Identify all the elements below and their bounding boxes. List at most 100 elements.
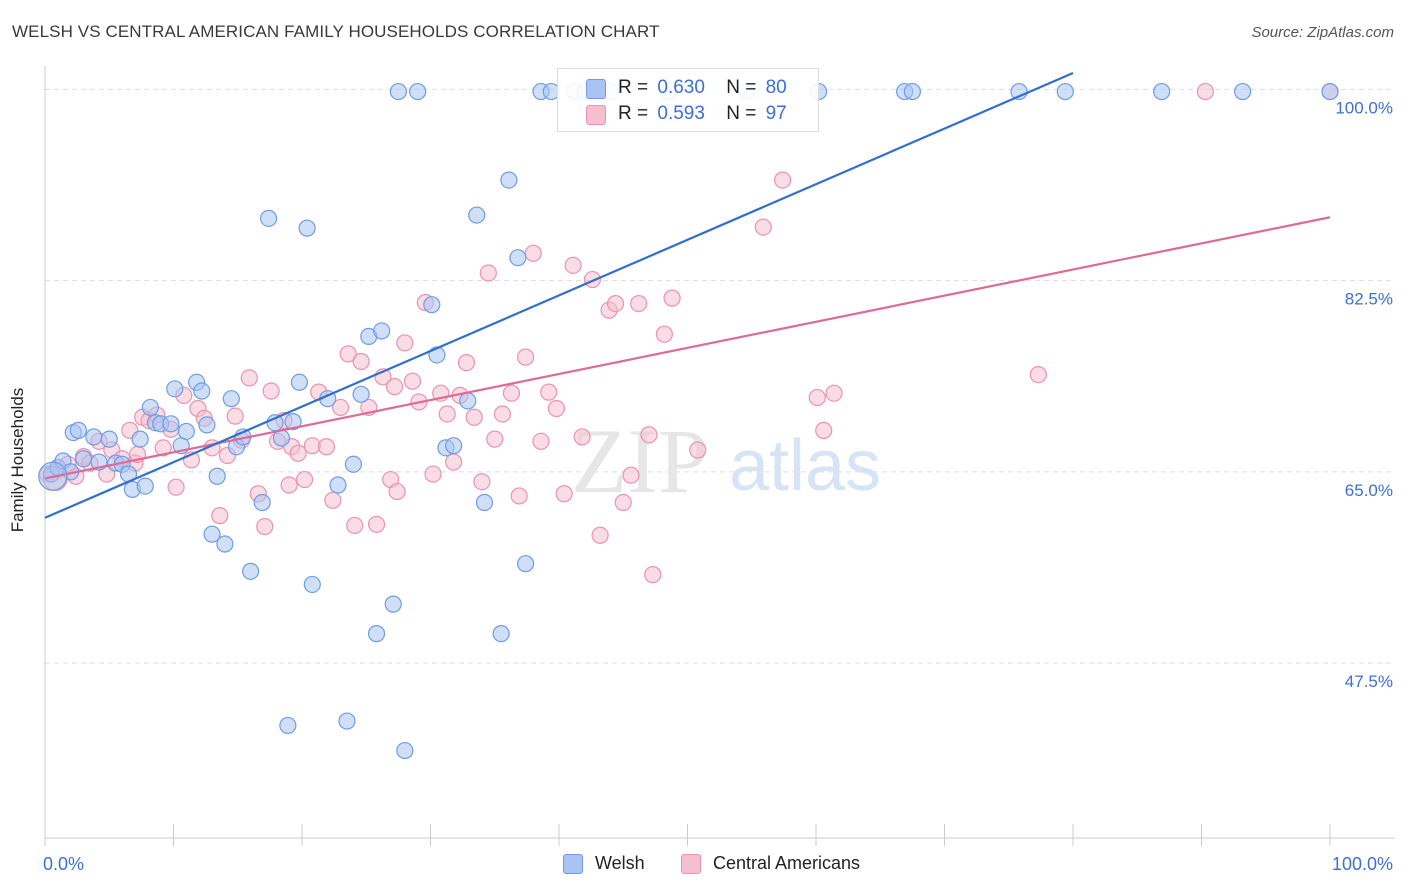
welsh-points: [38, 82, 1339, 760]
axes: [44, 66, 1395, 846]
central-americans-point: [825, 384, 843, 402]
welsh-point: [500, 171, 518, 189]
y-tick-label: 100.0%: [1335, 98, 1393, 117]
welsh-point: [100, 430, 118, 448]
central-americans-point: [630, 294, 648, 313]
welsh-point: [298, 219, 316, 237]
welsh-point: [279, 716, 297, 735]
central-americans-point: [516, 348, 535, 366]
central-americans-point: [532, 432, 550, 450]
x-tick-label-max: 100.0%: [1332, 854, 1393, 874]
central-americans-point: [564, 256, 582, 274]
central-americans-point: [317, 438, 336, 456]
welsh-point: [177, 422, 195, 441]
welsh-point: [1321, 82, 1339, 101]
welsh-point: [131, 430, 149, 448]
central-americans-point: [445, 453, 463, 471]
central-americans-point: [573, 428, 591, 446]
central-n-label: N =: [726, 103, 757, 124]
central-americans-point: [591, 526, 609, 544]
central-americans-point: [510, 487, 528, 505]
central-americans-point: [352, 352, 370, 371]
welsh-point: [445, 437, 463, 455]
central-americans-point: [331, 398, 350, 417]
welsh-point: [344, 455, 362, 473]
central-americans-point: [367, 515, 386, 533]
central-americans-point: [388, 482, 406, 501]
watermark-atlas: atlas: [729, 426, 881, 506]
x-tick-label-min: 0.0%: [43, 854, 84, 874]
watermark-zip: ZIP: [571, 410, 709, 512]
welsh-swatch: [586, 79, 606, 99]
central-americans-point: [773, 171, 792, 189]
welsh-point: [85, 428, 103, 446]
central-americans-point: [540, 383, 558, 401]
welsh-point: [259, 209, 278, 227]
welsh-point: [423, 296, 441, 314]
central-americans-trend-line: [44, 216, 1331, 480]
central-r-label: R =: [618, 103, 649, 124]
welsh-point: [468, 206, 486, 224]
central-americans-point: [754, 218, 772, 236]
central-americans-point: [289, 444, 307, 462]
central-americans-point: [346, 516, 364, 535]
welsh-point: [203, 525, 221, 543]
central-americans-point: [240, 369, 258, 387]
central-americans-point: [493, 405, 512, 423]
welsh-point: [373, 322, 391, 340]
welsh-point: [409, 82, 427, 101]
central-americans-point: [644, 566, 662, 584]
legend-central-swatch: [681, 854, 701, 874]
source-label: Source: ZipAtlas.com: [1251, 24, 1394, 41]
central-americans-point: [663, 289, 681, 307]
legend-welsh-label: Welsh: [595, 853, 645, 873]
central-americans-point: [808, 388, 826, 407]
central-americans-point: [815, 421, 833, 439]
welsh-point: [216, 535, 234, 553]
y-tick-label: 47.5%: [1345, 672, 1393, 691]
welsh-point: [208, 467, 226, 485]
central-americans-point: [502, 384, 521, 402]
central-americans-point: [555, 485, 573, 503]
central-americans-point: [403, 372, 422, 390]
central-americans-point: [226, 407, 244, 425]
central-americans-point: [473, 473, 491, 491]
x-tick-labels: 0.0% 100.0%: [43, 854, 1393, 874]
welsh-point: [1153, 82, 1171, 101]
welsh-point: [492, 625, 510, 643]
central-americans-point: [547, 399, 566, 418]
y-tick-labels: 47.5% 65.0% 82.5% 100.0%: [1335, 98, 1393, 691]
central-americans-point: [1196, 82, 1214, 101]
welsh-point: [162, 415, 180, 433]
welsh-trend-line: [44, 71, 1074, 519]
welsh-point: [903, 82, 921, 101]
central-americans-point: [295, 470, 314, 489]
welsh-point: [303, 575, 321, 594]
chart-title: WELSH VS CENTRAL AMERICAN FAMILY HOUSEHO…: [12, 22, 660, 41]
welsh-point: [389, 82, 407, 101]
welsh-point: [74, 450, 93, 468]
correlation-legend: R = 0.630 N = 80 R = 0.593 N = 97: [557, 68, 819, 132]
central-americans-point: [154, 439, 172, 457]
welsh-point: [509, 249, 527, 267]
welsh-point: [352, 385, 370, 403]
central-americans-point: [614, 493, 632, 512]
central-americans-point: [167, 478, 185, 496]
welsh-r-value: 0.630: [657, 77, 705, 98]
legend-central-label: Central Americans: [713, 853, 861, 873]
central-americans-point: [385, 378, 404, 396]
welsh-point: [1234, 82, 1252, 101]
welsh-point: [141, 398, 159, 417]
welsh-point: [69, 421, 88, 439]
central-n-value: 97: [765, 103, 787, 124]
central-americans-point: [280, 476, 298, 494]
welsh-point: [516, 555, 535, 573]
central-americans-point: [262, 382, 280, 400]
central-americans-point: [622, 466, 640, 484]
welsh-point: [198, 416, 216, 434]
welsh-point: [290, 373, 309, 391]
welsh-point: [384, 595, 402, 613]
central-americans-point: [324, 491, 342, 509]
welsh-n-label: N =: [726, 77, 757, 98]
